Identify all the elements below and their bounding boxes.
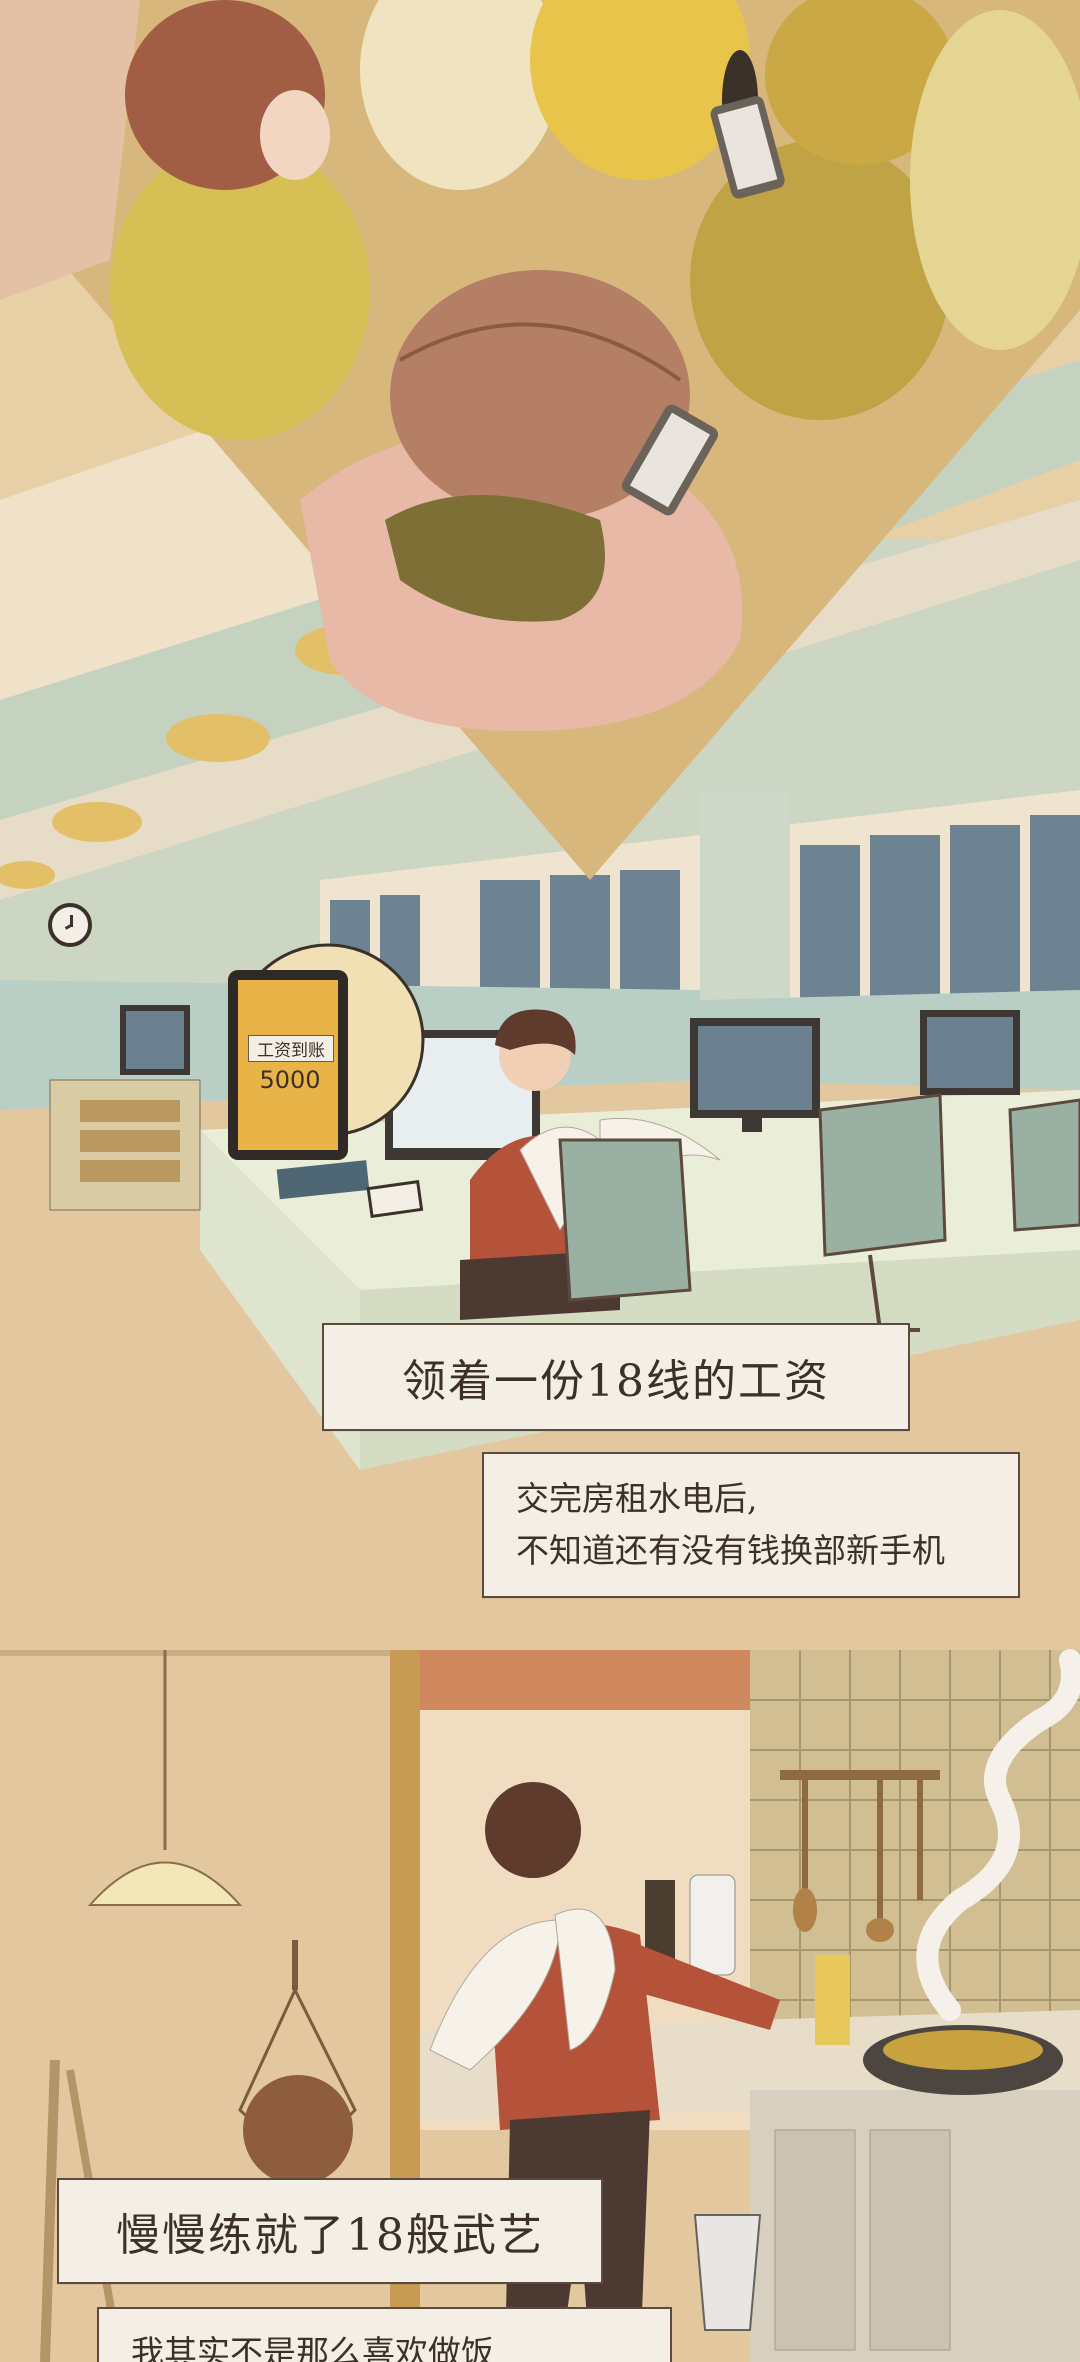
salary-amount: 5000 xyxy=(259,1066,321,1094)
skills-caption-text: 慢慢练就了18般武艺 xyxy=(116,2210,544,2261)
rent-caption: 交完房租水电后, 不知道还有没有钱换部新手机 xyxy=(482,1452,1020,1598)
rent-caption-line-2: 不知道还有没有钱换部新手机 xyxy=(516,1531,945,1570)
skills-caption: 慢慢练就了18般武艺 xyxy=(57,2178,603,2284)
office-chairs xyxy=(818,1093,1080,1332)
salary-notice-label: 工资到账 xyxy=(248,1035,334,1062)
salary-caption-text: 领着一份18线的工资 xyxy=(402,1356,830,1407)
crowd-scene xyxy=(0,0,1080,880)
cooking-caption: 我其实不是那么喜欢做饭 xyxy=(97,2307,672,2362)
salary-caption: 领着一份18线的工资 xyxy=(322,1323,910,1431)
office-worker xyxy=(460,1009,721,1320)
wall-clock-icon xyxy=(48,903,92,947)
rent-caption-line-1: 交完房租水电后, xyxy=(516,1479,758,1518)
cooking-person xyxy=(429,1782,780,2362)
cooking-caption-text: 我其实不是那么喜欢做饭 xyxy=(131,2333,494,2362)
monitors xyxy=(120,1005,1020,1160)
